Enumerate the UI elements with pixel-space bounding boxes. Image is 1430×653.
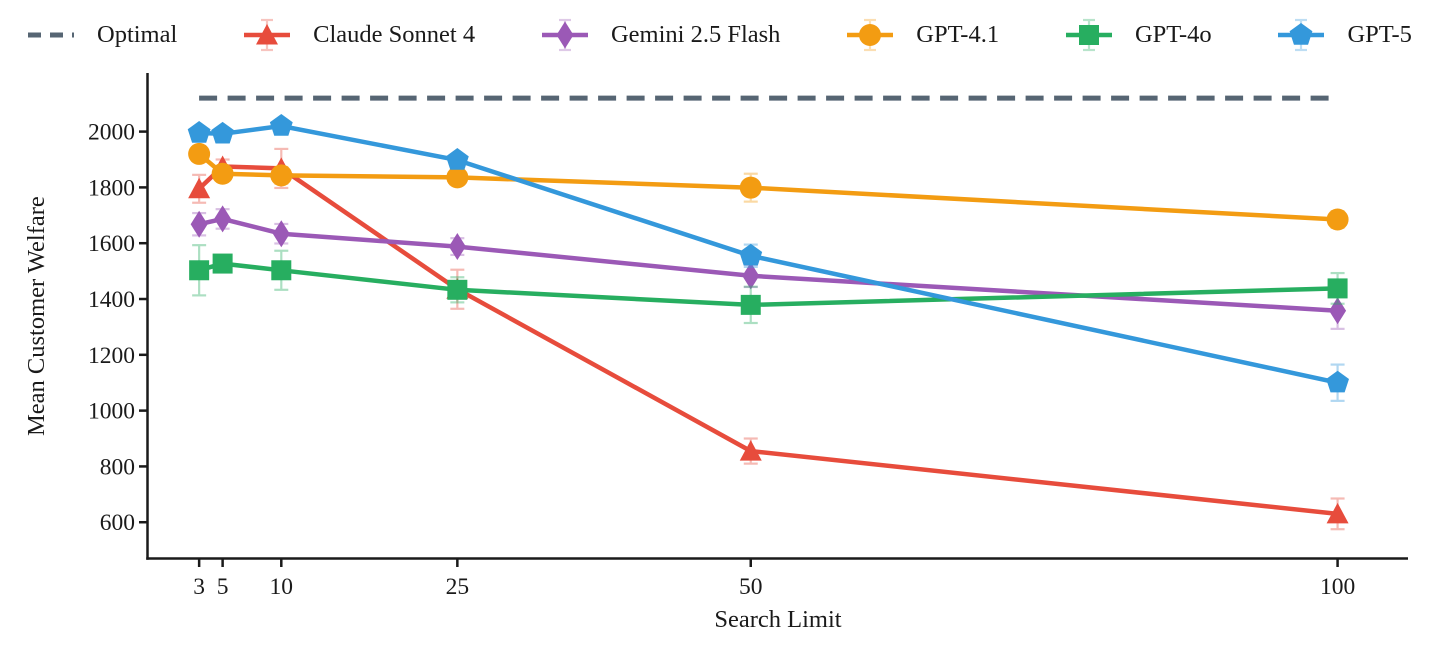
triangle-up-marker-icon <box>1326 502 1349 524</box>
square-marker-icon <box>271 260 292 281</box>
square-marker-icon <box>447 279 468 300</box>
legend: Optimal Claude Sonnet 4 Gemini 2.5 Flash GP… <box>28 16 1412 54</box>
legend-item-gpt-5: GPT-5 <box>1278 16 1412 54</box>
pentagon-marker-icon <box>211 121 235 144</box>
x-tick-label: 3 <box>193 574 205 600</box>
legend-item-gemini-2-5-flash: Gemini 2.5 Flash <box>541 16 781 54</box>
x-tick-label: 5 <box>217 574 229 600</box>
legend-thin-diamond-sample-icon <box>541 18 588 52</box>
square-marker-icon <box>740 294 761 315</box>
series-line-claude-sonnet-4 <box>197 164 1338 517</box>
y-tick-label: 600 <box>100 510 135 536</box>
legend-dashed-line-sample-icon <box>28 32 74 38</box>
square-marker-icon <box>1078 25 1099 45</box>
legend-label: Claude Sonnet 4 <box>313 21 476 48</box>
legend-circle-sample-icon <box>847 18 894 52</box>
legend-label: GPT-4o <box>1134 21 1212 48</box>
thin-diamond-marker-icon <box>214 205 232 233</box>
series-claude-sonnet-4 <box>188 147 1349 531</box>
legend-item-gpt-4-1: GPT-4.1 <box>847 16 999 54</box>
legend-label: Gemini 2.5 Flash <box>610 21 781 48</box>
square-marker-icon <box>212 253 233 274</box>
series-gpt-4o <box>189 244 1348 325</box>
square-marker-icon <box>1327 278 1348 299</box>
legend-square-sample-icon <box>1065 18 1112 52</box>
series-line-gpt-5 <box>199 123 1339 385</box>
series-line-gemini-2-5-flash <box>198 216 1338 313</box>
circle-marker-icon <box>1326 208 1349 231</box>
thin-diamond-marker-icon <box>190 210 208 238</box>
y-tick-label: 1400 <box>88 287 135 313</box>
thin-diamond-marker-icon <box>272 220 290 248</box>
pentagon-marker-icon <box>1290 23 1313 45</box>
x-tick-label: 50 <box>739 574 763 600</box>
x-axis-label: Search Limit <box>714 606 842 633</box>
y-tick-label: 2000 <box>88 120 135 146</box>
thin-diamond-marker-icon <box>742 262 760 290</box>
thin-diamond-marker-icon <box>1329 297 1347 325</box>
legend-pentagon-sample-icon <box>1278 18 1325 52</box>
circle-marker-icon <box>211 162 234 185</box>
legend-label: GPT-5 <box>1347 21 1412 48</box>
x-tick-label: 10 <box>270 574 294 600</box>
circle-marker-icon <box>446 166 469 189</box>
triangle-up-marker-icon <box>739 440 762 461</box>
legend-label: GPT-4.1 <box>916 21 1000 48</box>
legend-label: Optimal <box>97 21 178 48</box>
legend-item-gpt-4o: GPT-4o <box>1065 16 1212 54</box>
pentagon-marker-icon <box>1326 370 1349 393</box>
legend-item-claude-sonnet-4: Claude Sonnet 4 <box>244 16 475 54</box>
y-tick-label: 1200 <box>88 343 135 369</box>
x-tick-label: 100 <box>1320 574 1355 600</box>
y-tick-label: 800 <box>100 454 135 480</box>
square-marker-icon <box>189 260 210 281</box>
series-gpt-5 <box>187 114 1349 402</box>
circle-marker-icon <box>270 164 293 187</box>
circle-marker-icon <box>188 142 211 165</box>
y-tick-label: 1000 <box>88 399 135 425</box>
series-line-gpt-4-1 <box>197 152 1338 222</box>
circle-marker-icon <box>859 24 882 46</box>
triangle-up-marker-icon <box>188 177 211 199</box>
thin-diamond-marker-icon <box>556 21 574 49</box>
series-gemini-2-5-flash <box>190 205 1347 330</box>
circle-marker-icon <box>739 176 762 199</box>
thin-diamond-marker-icon <box>448 233 466 261</box>
pentagon-marker-icon <box>269 114 293 136</box>
y-tick-label: 1800 <box>88 175 135 201</box>
pentagon-marker-icon <box>187 120 211 143</box>
y-axis-label: Mean Customer Welfare <box>23 196 50 436</box>
pentagon-marker-icon <box>445 148 469 170</box>
triangle-up-marker-icon <box>256 24 279 45</box>
series-gpt-4-1 <box>188 142 1349 231</box>
y-tick-label: 1600 <box>88 231 135 257</box>
legend-item-optimal: Optimal <box>28 16 177 54</box>
x-tick-label: 25 <box>446 574 470 600</box>
pentagon-marker-icon <box>739 243 763 266</box>
legend-triangle-up-sample-icon <box>244 18 291 52</box>
